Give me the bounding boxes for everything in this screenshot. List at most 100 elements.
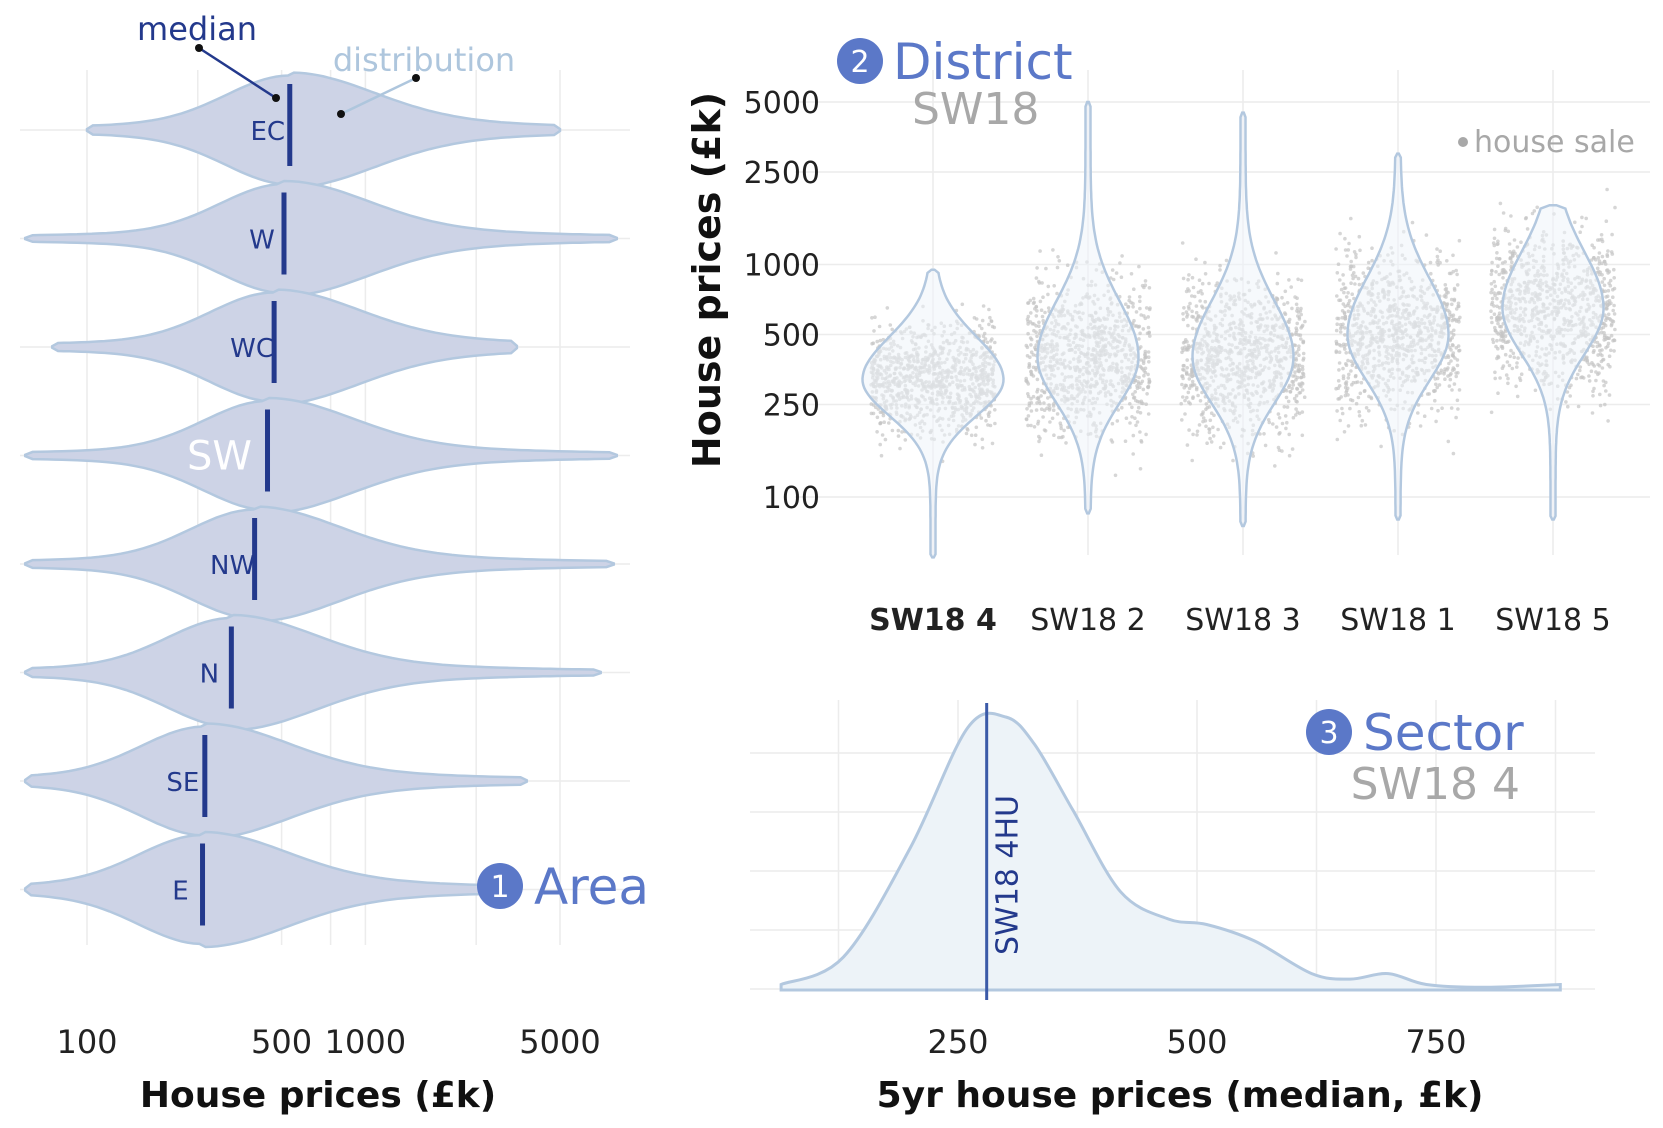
house-sale-point	[1143, 316, 1148, 321]
house-sale-point	[1597, 262, 1602, 266]
house-sale-point	[987, 414, 991, 419]
house-sale-point	[1283, 312, 1288, 317]
house-sale-point	[1449, 348, 1453, 352]
house-sale-point	[1595, 340, 1600, 345]
house-sale-point	[1500, 346, 1505, 351]
district-y-tick-label: 1000	[744, 249, 820, 284]
house-sale-point	[1131, 452, 1135, 456]
house-sale-point	[1123, 439, 1128, 444]
house-sale-point	[1346, 393, 1350, 397]
house-sale-point	[1452, 328, 1456, 333]
house-sale-point	[1298, 333, 1303, 338]
house-sale-point	[1183, 412, 1187, 416]
house-sale-point	[1339, 287, 1344, 292]
house-sale-point	[1141, 387, 1146, 392]
area-x-tick-label: 1000	[325, 1023, 406, 1061]
house-sale-point	[1035, 390, 1039, 394]
house-sale-point	[1181, 312, 1185, 316]
house-sale-point	[1608, 283, 1613, 288]
house-sale-point	[1584, 216, 1588, 221]
sector-panel-label: Sector	[1363, 704, 1524, 762]
house-sale-point	[1029, 350, 1034, 355]
house-sale-point	[1348, 406, 1352, 411]
house-sale-point	[1037, 434, 1041, 439]
house-sale-point	[1191, 326, 1195, 331]
house-sale-point	[1437, 383, 1442, 387]
house-sale-point	[1114, 271, 1119, 275]
house-sale-point	[1532, 209, 1537, 213]
house-sale-legend-label: house sale	[1474, 125, 1635, 160]
house-sale-point	[878, 442, 882, 447]
house-sale-point	[1440, 406, 1444, 411]
house-sale-point	[1142, 369, 1146, 373]
house-sale-point	[972, 316, 977, 320]
district-x-tick-label: SW18 4	[869, 603, 997, 638]
house-sale-point	[1041, 318, 1045, 323]
house-sale-point	[1197, 423, 1202, 427]
house-sale-point	[1058, 421, 1063, 426]
house-sale-point	[873, 405, 878, 410]
house-sale-point	[1340, 406, 1344, 411]
house-sale-point	[1295, 386, 1299, 391]
house-sale-point	[1181, 317, 1186, 322]
house-sale-point	[1596, 255, 1601, 260]
house-sale-point	[1434, 382, 1438, 387]
house-sale-point	[1606, 303, 1610, 307]
median-annotation-target	[272, 94, 280, 102]
district-y-tick-label: 100	[763, 481, 820, 516]
house-sale-point	[1262, 432, 1266, 436]
house-sale-point	[1446, 374, 1450, 378]
house-sale-point	[1298, 390, 1303, 395]
distribution-annotation-dot	[412, 74, 420, 82]
house-sale-point	[981, 304, 986, 308]
house-sale-point	[1357, 414, 1362, 418]
house-sale-point	[869, 402, 874, 406]
house-sale-point	[881, 413, 886, 418]
house-sale-point	[1266, 418, 1271, 422]
distribution-annotation-target	[337, 110, 345, 118]
house-sale-point	[1497, 314, 1501, 318]
house-sale-point	[1346, 424, 1351, 428]
house-sale-point	[1583, 358, 1588, 362]
house-sale-point	[1609, 348, 1613, 353]
house-sale-point	[1182, 306, 1186, 310]
house-sale-point	[1428, 260, 1433, 265]
house-sale-point	[1277, 416, 1282, 420]
house-sale-point	[1496, 239, 1500, 244]
house-sale-point	[1410, 220, 1415, 225]
house-sale-point	[1341, 374, 1346, 378]
panel-number-2: 2	[850, 45, 869, 80]
house-sale-point	[1059, 426, 1063, 431]
house-sale-point	[1037, 279, 1041, 284]
house-sale-point	[1343, 347, 1347, 351]
house-sale-point	[1510, 366, 1515, 371]
house-sale-point	[1516, 356, 1520, 360]
house-sale-point	[1147, 330, 1151, 335]
house-sale-point	[1436, 408, 1440, 413]
house-sale-point	[1495, 251, 1499, 255]
house-sale-point	[1144, 432, 1148, 437]
house-sale-point	[1456, 304, 1460, 309]
house-sale-point	[1493, 370, 1497, 375]
house-sale-point	[1613, 205, 1617, 210]
house-sale-point	[1354, 252, 1358, 257]
house-sale-point	[1514, 384, 1518, 389]
house-sale-point	[1147, 360, 1151, 364]
house-sale-point	[1285, 405, 1290, 409]
house-sale-point	[1300, 364, 1305, 369]
house-sale-point	[1590, 243, 1594, 247]
district-y-tick-label: 250	[763, 388, 820, 423]
house-sale-point	[1345, 254, 1349, 258]
house-sale-point	[1351, 380, 1356, 385]
house-sale-point	[1457, 348, 1462, 353]
house-sale-point	[1444, 295, 1448, 299]
house-sale-point	[1443, 287, 1448, 292]
house-sale-point	[1600, 280, 1605, 284]
house-sale-point	[1133, 324, 1137, 328]
house-sale-point	[1593, 258, 1598, 262]
house-sale-point	[1567, 385, 1572, 390]
house-sale-point	[1345, 386, 1350, 391]
house-sale-point	[1275, 296, 1280, 301]
house-sale-point	[1511, 351, 1516, 356]
